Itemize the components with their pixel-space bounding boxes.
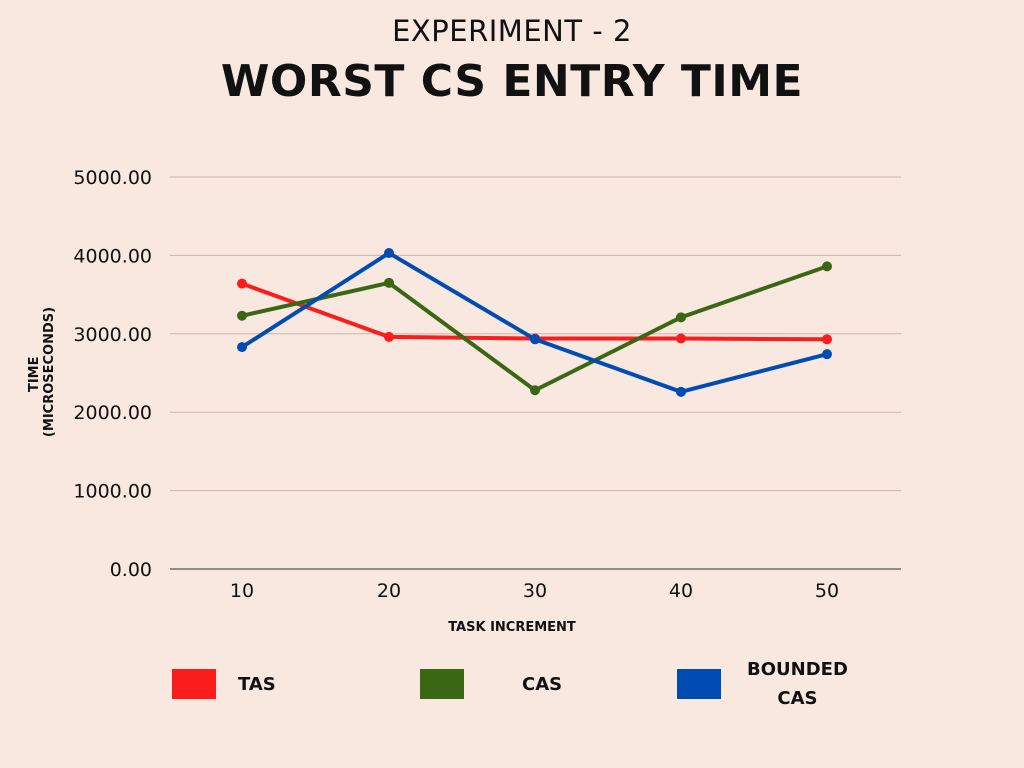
y-tick-label: 5000.00 (73, 167, 152, 189)
data-point-bounded-cas (676, 386, 686, 397)
x-axis-label: TASK INCREMENT (448, 620, 576, 635)
y-tick-label: 1000.00 (73, 481, 152, 503)
y-tick-label: 4000.00 (73, 245, 152, 267)
y-tick-label: 3000.00 (73, 324, 152, 346)
legend-item-bounded-cas: BOUNDED CAS (677, 655, 848, 713)
y-tick-labels: 0.00 1000.00 2000.00 3000.00 4000.00 5000.00 (73, 167, 152, 581)
chart-subtitle: EXPERIMENT - 2 (392, 14, 632, 48)
legend-label-bounded-cas-line-1: BOUNDED (747, 659, 848, 680)
data-point-bounded-cas (384, 248, 394, 259)
legend-swatch-cas (420, 669, 464, 699)
data-point-tas (237, 278, 247, 289)
data-point-bounded-cas (530, 334, 540, 345)
legend-item-cas: CAS (420, 669, 562, 699)
x-tick-label: 10 (230, 580, 254, 602)
data-point-tas (384, 331, 394, 342)
x-tick-labels: 10 20 30 40 50 (230, 580, 839, 602)
legend-label-tas: TAS (238, 673, 276, 695)
data-point-cas (676, 312, 686, 323)
y-tick-label: 2000.00 (73, 402, 152, 424)
legend-label-bounded-cas: BOUNDED CAS (747, 655, 848, 713)
legend-swatch-tas (172, 669, 216, 699)
y-tick-label: 0.00 (110, 559, 152, 581)
y-axis-label-line-2: (MICROSECONDS) (42, 307, 57, 437)
x-tick-label: 30 (523, 580, 547, 602)
chart-title: WORST CS ENTRY TIME (220, 56, 804, 107)
x-tick-label: 40 (669, 580, 693, 602)
series-line-bounded-cas (240, 251, 829, 394)
y-axis-label-line-1: TIME (27, 357, 42, 393)
x-tick-label: 50 (815, 580, 839, 602)
legend-item-tas: TAS (172, 669, 276, 699)
data-point-cas (384, 277, 394, 288)
series-lines (237, 248, 832, 397)
data-point-cas (237, 310, 247, 321)
legend-label-cas: CAS (522, 673, 563, 695)
legend-label-bounded-cas-line-2: CAS (777, 688, 818, 709)
data-point-tas (822, 334, 832, 345)
legend-swatch-bounded-cas (677, 669, 721, 699)
data-point-tas (676, 333, 686, 344)
data-point-cas (822, 261, 832, 272)
series-line-cas (240, 264, 829, 393)
data-point-bounded-cas (822, 349, 832, 360)
y-axis-label: TIME (MICROSECONDS) (27, 307, 57, 437)
x-tick-label: 20 (377, 580, 401, 602)
data-point-bounded-cas (237, 342, 247, 353)
gridlines (170, 176, 901, 570)
data-point-cas (530, 385, 540, 396)
